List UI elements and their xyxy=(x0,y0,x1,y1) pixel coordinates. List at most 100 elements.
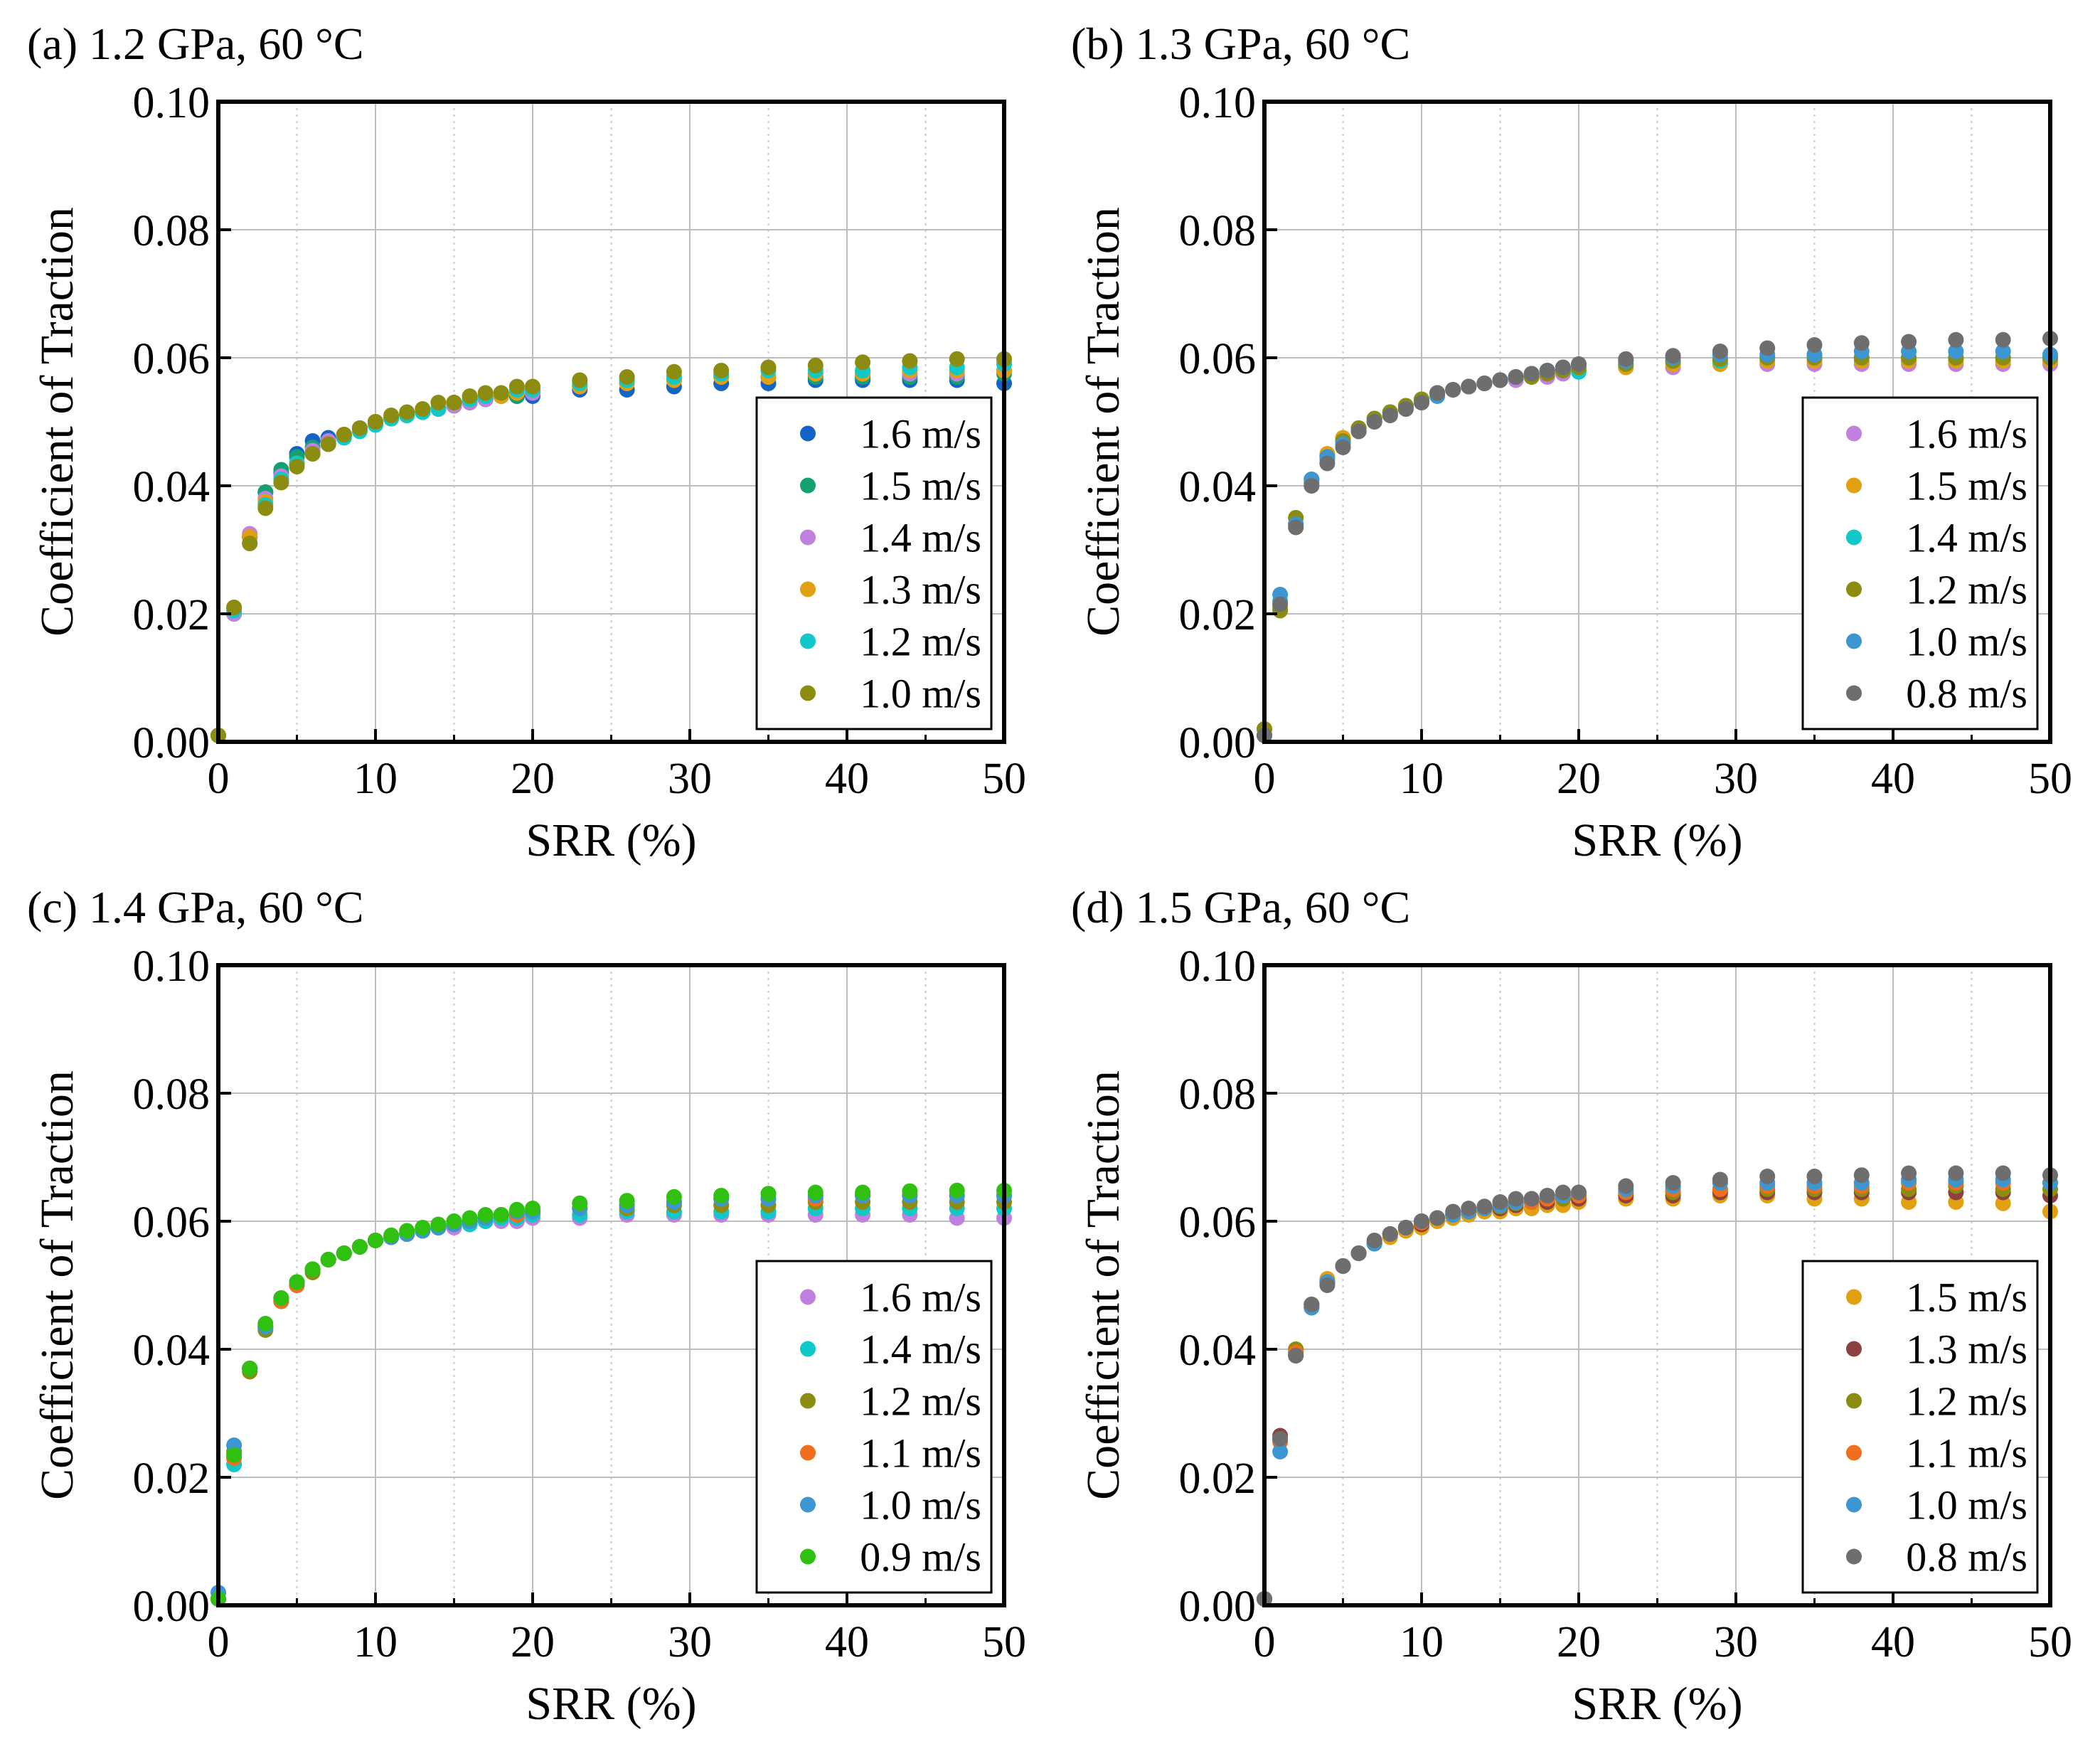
data-point xyxy=(415,401,430,417)
legend: 1.5 m/s 1.3 m/s 1.2 m/s 1.1 m/s 1.0 m/s 0.8 m… xyxy=(1803,1261,2037,1593)
legend-marker xyxy=(1846,1290,1862,1305)
legend-marker xyxy=(800,1393,816,1409)
legend-label: 1.6 m/s xyxy=(860,1275,981,1321)
data-point xyxy=(399,405,415,420)
data-point xyxy=(1665,348,1681,363)
data-point xyxy=(1508,369,1524,385)
y-tick-label: 0.02 xyxy=(133,1455,210,1503)
data-point xyxy=(383,408,399,423)
legend-label: 1.4 m/s xyxy=(860,1326,981,1373)
y-tick-label: 0.06 xyxy=(1179,335,1257,383)
data-point xyxy=(462,388,478,404)
y-tick-label: 0.02 xyxy=(133,591,210,639)
data-point xyxy=(1304,478,1319,494)
y-tick-label: 0.10 xyxy=(1179,942,1257,991)
data-point xyxy=(1995,332,2011,348)
data-point xyxy=(1351,1245,1367,1261)
data-point xyxy=(509,379,525,395)
x-tick-label: 0 xyxy=(1254,755,1276,803)
data-point xyxy=(666,364,682,380)
data-point xyxy=(1429,1211,1445,1226)
data-point xyxy=(1319,1277,1335,1293)
panel-title: (a) 1.2 GPa, 60 °C xyxy=(27,18,364,69)
data-point xyxy=(1508,1191,1524,1207)
legend-label: 1.1 m/s xyxy=(860,1430,981,1477)
data-point xyxy=(352,1239,368,1255)
legend-marker xyxy=(1846,478,1862,494)
data-point xyxy=(1665,1175,1681,1191)
data-point xyxy=(1336,440,1351,455)
y-axis-label: Coefficient of Traction xyxy=(31,207,83,637)
x-axis-label: SRR (%) xyxy=(526,814,696,866)
y-axis-label: Coefficient of Traction xyxy=(31,1070,83,1500)
legend-label: 1.5 m/s xyxy=(1906,463,2027,509)
data-point xyxy=(808,1185,824,1201)
legend-label: 1.0 m/s xyxy=(1906,1482,2027,1528)
data-point xyxy=(1272,1431,1288,1447)
y-tick-label: 0.00 xyxy=(133,1583,210,1631)
legend-marker xyxy=(800,530,816,546)
data-point xyxy=(336,1245,352,1261)
data-point xyxy=(289,459,305,474)
data-point xyxy=(619,369,635,385)
data-point xyxy=(430,395,446,410)
legend-marker xyxy=(800,1290,816,1305)
legend-label: 0.8 m/s xyxy=(1906,671,2027,717)
y-tick-label: 0.04 xyxy=(133,1326,210,1375)
legend-marker xyxy=(1846,426,1862,442)
x-tick-label: 30 xyxy=(1714,1618,1758,1666)
data-point xyxy=(1618,351,1633,367)
y-tick-label: 0.04 xyxy=(1179,1326,1257,1375)
legend-marker xyxy=(800,1445,816,1461)
data-point xyxy=(447,395,462,410)
data-point xyxy=(902,353,917,369)
data-point xyxy=(1382,408,1398,423)
y-axis-label: Coefficient of Traction xyxy=(1077,1070,1129,1500)
x-tick-label: 0 xyxy=(1254,1618,1276,1666)
y-tick-label: 0.08 xyxy=(133,1070,210,1119)
data-point xyxy=(478,1207,494,1223)
x-tick-label: 20 xyxy=(511,755,555,803)
data-point xyxy=(1382,1226,1398,1242)
data-point xyxy=(855,354,870,370)
x-tick-label: 50 xyxy=(2028,755,2072,803)
data-point xyxy=(1759,341,1775,356)
data-point xyxy=(289,1275,305,1290)
x-tick-label: 40 xyxy=(1871,755,1915,803)
legend-label: 1.0 m/s xyxy=(860,671,981,717)
data-point xyxy=(1476,1198,1492,1214)
legend-marker xyxy=(1846,582,1862,597)
y-tick-label: 0.04 xyxy=(133,463,210,511)
y-tick-label: 0.06 xyxy=(133,1198,210,1247)
legend-label: 1.2 m/s xyxy=(1906,1378,2027,1425)
y-tick-label: 0.00 xyxy=(1179,719,1257,767)
legend: 1.6 m/s 1.5 m/s 1.4 m/s 1.3 m/s 1.2 m/s 1.0 m… xyxy=(757,398,991,729)
legend-label: 1.0 m/s xyxy=(860,1482,981,1528)
data-point xyxy=(761,360,777,376)
data-point xyxy=(1429,386,1445,401)
data-point xyxy=(321,437,336,452)
data-point xyxy=(415,1220,430,1235)
y-axis-label: Coefficient of Traction xyxy=(1077,207,1129,637)
legend-label: 1.1 m/s xyxy=(1906,1430,2027,1477)
data-point xyxy=(1414,395,1429,410)
data-point xyxy=(713,1188,729,1203)
legend-marker xyxy=(1846,634,1862,649)
x-axis-label: SRR (%) xyxy=(526,1678,696,1730)
x-tick-label: 50 xyxy=(982,1618,1026,1666)
x-tick-label: 0 xyxy=(208,1618,230,1666)
data-point xyxy=(383,1228,399,1243)
x-tick-label: 40 xyxy=(825,1618,869,1666)
data-point xyxy=(1272,597,1288,612)
legend-marker xyxy=(800,686,816,701)
legend-label: 1.2 m/s xyxy=(860,1378,981,1425)
legend-label: 0.9 m/s xyxy=(860,1534,981,1580)
data-point xyxy=(1304,1297,1319,1312)
legend-label: 1.5 m/s xyxy=(860,463,981,509)
data-point xyxy=(1571,356,1587,372)
data-point xyxy=(713,363,729,378)
data-point xyxy=(1807,1169,1823,1184)
data-point xyxy=(1351,424,1367,440)
data-point xyxy=(462,1211,478,1226)
legend-marker xyxy=(1846,1445,1862,1461)
